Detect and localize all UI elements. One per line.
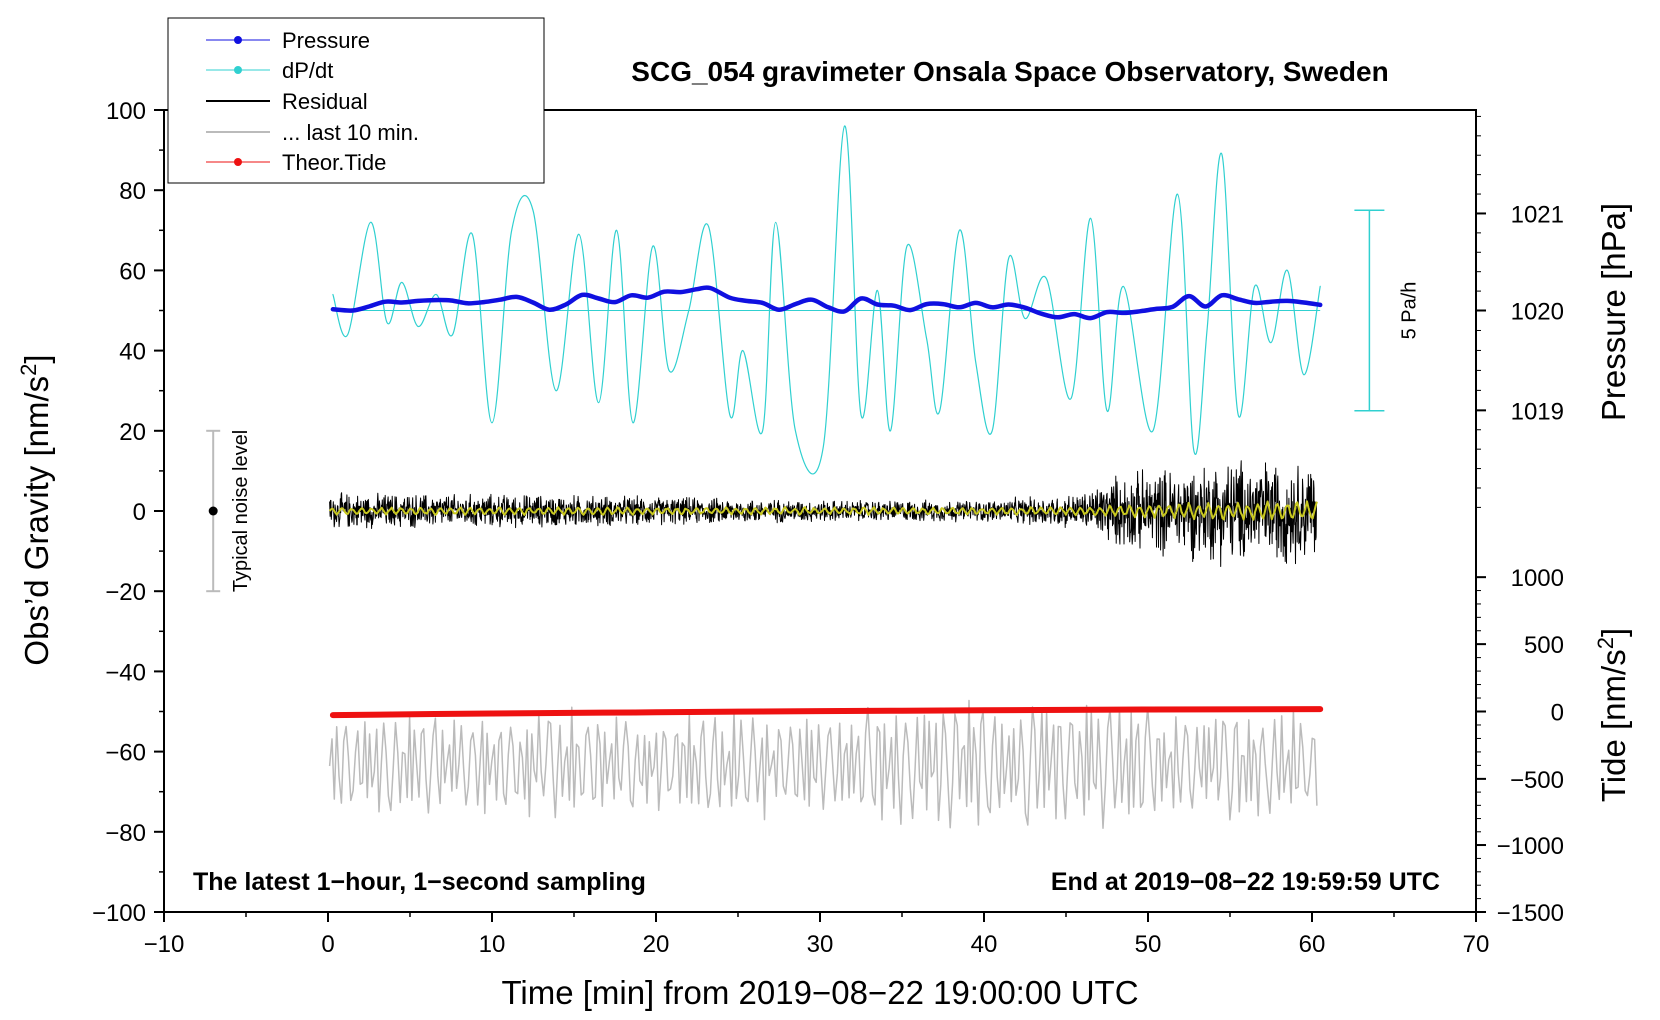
x-tick-label: 70 [1463, 931, 1490, 958]
tide-tick-label: −1000 [1497, 833, 1564, 860]
x-tick-label: −10 [144, 931, 185, 958]
tide-axis-title-tail: ] [1595, 628, 1632, 637]
series--last-10-min- [328, 699, 1318, 829]
legend: Pressure dP/dt Residual ... last 10 min.… [167, 17, 545, 184]
y-tick-label: 60 [119, 258, 146, 285]
legend-label-residual: Residual [282, 89, 368, 114]
legend-entry-dpdt: dP/dt [206, 58, 333, 83]
noise-level-label: Typical noise level [230, 430, 252, 592]
x-tick-label: 0 [321, 931, 334, 958]
tide-tick-label: 500 [1524, 632, 1564, 659]
pressure-tick-label: 1021 [1511, 201, 1564, 228]
series-layer [328, 125, 1324, 829]
x-tick-label: 40 [971, 931, 998, 958]
tide-tick-label: −1500 [1497, 900, 1564, 927]
legend-label-pressure: Pressure [282, 28, 370, 53]
y-axis-title-main: Obs’d Gravity [nm/s [18, 376, 55, 666]
legend-entry-theor-tide: Theor.Tide [206, 150, 386, 175]
legend-label-last-10-min: ... last 10 min. [282, 120, 419, 145]
x-tick-label: 10 [479, 931, 506, 958]
y-tick-label: 20 [119, 419, 146, 446]
tide-axis-title-main: Tide [nm/s [1595, 649, 1632, 802]
tide-tick-label: 0 [1551, 700, 1564, 727]
axes-layer [154, 109, 1486, 922]
legend-entry-pressure: Pressure [206, 28, 370, 53]
pressure-tick-label: 1019 [1511, 398, 1564, 425]
x-tick-label: 20 [643, 931, 670, 958]
y-tick-label: 80 [119, 178, 146, 205]
noise-indicator [206, 429, 221, 593]
y-axis-title-sup: 2 [16, 364, 41, 376]
legend-marker-dpdt [234, 66, 242, 74]
x-tick-label: 60 [1299, 931, 1326, 958]
y-tick-label: 40 [119, 339, 146, 366]
tide-axis-title: Tide [nm/s2] [1593, 628, 1632, 802]
legend-label-dpdt: dP/dt [282, 58, 333, 83]
y-tick-label: −20 [105, 579, 146, 606]
series-theor-tide [329, 706, 1324, 719]
legend-label-theor-tide: Theor.Tide [282, 150, 386, 175]
y-tick-label: −100 [92, 900, 146, 927]
pressure-axis-title: Pressure [hPa] [1595, 203, 1632, 421]
y-tick-label: −80 [105, 820, 146, 847]
bottom-right-note: End at 2019−08−22 19:59:59 UTC [1051, 868, 1440, 896]
y-tick-label: 0 [133, 499, 146, 526]
series-pressure [330, 285, 1323, 321]
labels-layer: −10 0 10 20 30 40 50 60 70100806040200−20−40−60−… [92, 98, 1564, 958]
series-dp-dt [332, 125, 1321, 475]
legend-entry-last-10-min: ... last 10 min. [206, 120, 419, 145]
x-tick-label: 50 [1135, 931, 1162, 958]
pressure-tick-label: 1020 [1511, 299, 1564, 326]
y-axis-title: Obs’d Gravity [nm/s2] [16, 354, 55, 665]
bottom-left-note: The latest 1−hour, 1−second sampling [193, 868, 646, 896]
x-axis-title: Time [min] from 2019−08−22 19:00:00 UTC [501, 974, 1138, 1011]
series-residual-smoothed- [328, 500, 1318, 521]
noise-center-dot [208, 506, 218, 516]
y-tick-label: −40 [105, 659, 146, 686]
x-tick-label: 30 [807, 931, 834, 958]
tide-tick-label: 1000 [1511, 565, 1564, 592]
y-tick-label: 100 [106, 98, 146, 125]
y-tick-label: −60 [105, 740, 146, 767]
legend-entry-residual: Residual [206, 89, 368, 114]
y-axis-title-tail: ] [18, 354, 55, 363]
tide-tick-label: −500 [1510, 767, 1564, 794]
dpdt-scale-bar [1354, 209, 1385, 412]
chart-title: SCG_054 gravimeter Onsala Space Observat… [631, 56, 1388, 87]
legend-marker-theor-tide [234, 158, 242, 166]
legend-marker-pressure [234, 36, 242, 44]
tide-axis-title-sup: 2 [1593, 637, 1618, 649]
dpdt-scale-label: 5 Pa/h [1398, 282, 1420, 340]
